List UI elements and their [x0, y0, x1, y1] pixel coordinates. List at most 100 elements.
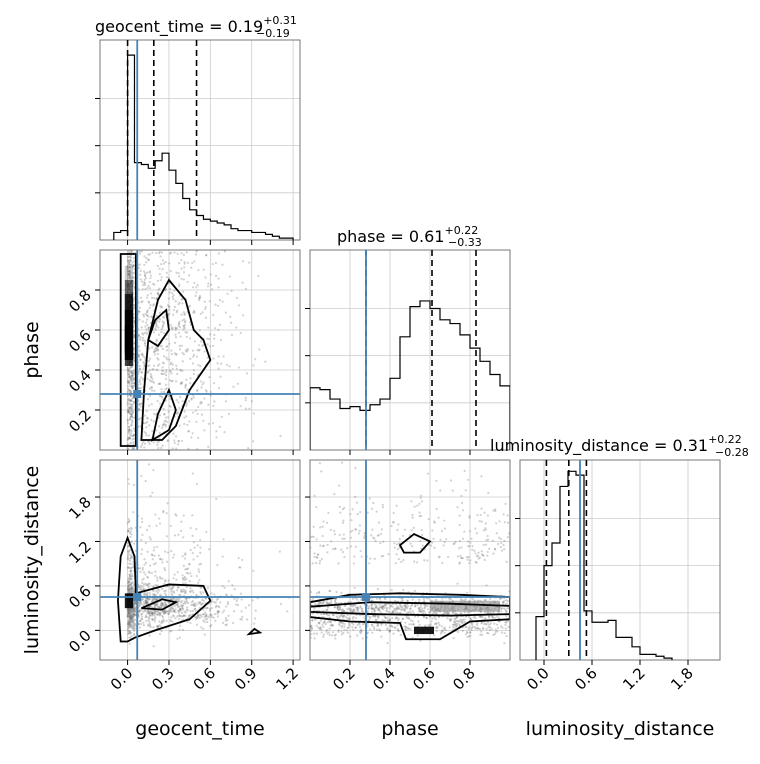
scatter-geocent_time-luminosity_distance-sample [128, 580, 131, 583]
scatter-geocent_time-phase-sample [173, 289, 176, 292]
scatter-geocent_time-luminosity_distance-sample [150, 611, 154, 615]
scatter-geocent_time-luminosity_distance-sample [143, 602, 147, 605]
scatter-geocent_time-luminosity_distance-sample [213, 613, 217, 616]
scatter-phase-luminosity_distance-sample [335, 601, 338, 605]
scatter-geocent_time-luminosity_distance-sample [128, 608, 131, 611]
scatter-geocent_time-luminosity_distance-sample [191, 599, 194, 603]
title-geocent_time: geocent_time = 0.19+0.31 [95, 14, 297, 37]
scatter-geocent_time-luminosity_distance-sample [231, 621, 235, 625]
scatter-phase-luminosity_distance-sample [405, 457, 407, 459]
scatter-phase-luminosity_distance-sample [363, 616, 366, 619]
scatter-geocent_time-luminosity_distance-sample [232, 610, 236, 613]
scatter-geocent_time-phase-sample [126, 390, 129, 394]
scatter-phase-luminosity_distance-sample [325, 608, 328, 612]
scatter-geocent_time-phase-sample [149, 276, 152, 280]
scatter-phase-luminosity_distance-sample [356, 606, 359, 609]
scatter-geocent_time-phase-sample [132, 369, 135, 372]
scatter-geocent_time-phase-sample [170, 327, 173, 330]
scatter-geocent_time-luminosity_distance-sample [205, 606, 208, 610]
scatter-geocent_time-luminosity_distance-sample [134, 613, 137, 617]
scatter-phase-luminosity_distance-sample [315, 556, 318, 559]
scatter-geocent_time-phase-sample [140, 280, 144, 283]
scatter-phase-luminosity_distance-sample [321, 623, 324, 626]
scatter-phase-luminosity_distance-sample [460, 546, 463, 549]
scatter-geocent_time-phase-sample [126, 265, 129, 268]
scatter-geocent_time-phase-sample [171, 326, 174, 329]
scatter-geocent_time-phase-sample [148, 347, 151, 350]
scatter-phase-luminosity_distance-sample [438, 555, 441, 558]
scatter-geocent_time-luminosity_distance-sample [152, 549, 155, 552]
scatter-geocent_time-phase-sample [157, 446, 160, 450]
scatter-phase-luminosity_distance-sample [412, 623, 415, 626]
scatter-geocent_time-phase-sample [196, 412, 199, 416]
scatter-phase-luminosity_distance-sample [435, 630, 438, 633]
scatter-phase-luminosity_distance-sample [360, 607, 363, 610]
scatter-geocent_time-phase-sample [152, 464, 154, 466]
scatter-geocent_time-luminosity_distance-sample [188, 563, 191, 566]
scatter-geocent_time-phase-sample [128, 430, 131, 434]
scatter-geocent_time-phase-sample [239, 331, 242, 334]
scatter-phase-luminosity_distance-sample [401, 617, 405, 621]
scatter-phase-luminosity_distance-sample [405, 616, 409, 620]
scatter-geocent_time-luminosity_distance-sample [140, 608, 143, 612]
scatter-phase-luminosity_distance-sample [482, 543, 485, 547]
scatter-geocent_time-luminosity_distance-sample [138, 626, 142, 629]
scatter-geocent_time-phase-sample [156, 264, 159, 267]
scatter-geocent_time-luminosity_distance-sample [152, 469, 155, 472]
scatter-geocent_time-luminosity_distance-sample [189, 587, 192, 590]
scatter-geocent_time-phase-sample [127, 429, 131, 432]
scatter-geocent_time-luminosity_distance-sample [159, 577, 162, 580]
scatter-geocent_time-luminosity_distance-sample [143, 609, 146, 612]
scatter-geocent_time-luminosity_distance-sample [170, 616, 173, 619]
scatter-geocent_time-luminosity_distance-sample [169, 620, 172, 623]
scatter-phase-luminosity_distance-sample [313, 606, 316, 609]
scatter-geocent_time-phase-sample [151, 377, 154, 380]
scatter-phase-luminosity_distance-sample [396, 607, 400, 610]
scatter-geocent_time-phase-sample [132, 378, 135, 382]
scatter-phase-luminosity_distance-sample [348, 624, 351, 627]
scatter-geocent_time-luminosity_distance-sample [127, 624, 131, 627]
scatter-phase-luminosity_distance-sample [454, 612, 457, 615]
scatter-geocent_time-luminosity_distance-sample [148, 571, 151, 574]
scatter-phase-luminosity_distance-sample [504, 621, 507, 624]
scatter-geocent_time-phase-sample [137, 386, 141, 390]
scatter-geocent_time-luminosity_distance-sample [185, 599, 188, 602]
scatter-geocent_time-phase-sample [180, 439, 184, 443]
scatter-phase-luminosity_distance-sample [402, 608, 405, 611]
scatter-geocent_time-phase-sample [219, 338, 223, 341]
scatter-geocent_time-phase-sample [158, 287, 161, 290]
hist-luminosity_distance-frame [519, 459, 721, 661]
scatter-phase-luminosity_distance-sample [310, 535, 314, 538]
scatter-geocent_time-luminosity_distance-sample [130, 621, 133, 624]
scatter-geocent_time-luminosity_distance-sample [128, 625, 131, 628]
scatter-geocent_time-luminosity_distance-contour-1 [141, 598, 179, 611]
scatter-geocent_time-luminosity_distance-sample [146, 601, 149, 604]
scatter-geocent_time-luminosity_distance-sample [132, 624, 135, 627]
scatter-geocent_time-phase-sample [132, 427, 136, 430]
scatter-phase-luminosity_distance-sample [449, 598, 452, 601]
scatter-geocent_time-luminosity_distance-sample [199, 546, 202, 549]
scatter-geocent_time-luminosity_distance-sample [127, 629, 130, 632]
scatter-phase-luminosity_distance-sample [338, 484, 341, 487]
scatter-geocent_time-luminosity_distance-sample [153, 593, 156, 597]
scatter-geocent_time-luminosity_distance-sample [128, 622, 131, 626]
scatter-geocent_time-luminosity_distance-sample [185, 597, 188, 600]
scatter-geocent_time-phase-sample [126, 369, 129, 372]
scatter-geocent_time-phase-sample [178, 275, 181, 278]
scatter-geocent_time-phase-contour-0 [119, 253, 137, 447]
scatter-geocent_time-phase-sample [129, 370, 133, 373]
scatter-geocent_time-phase-sample [137, 409, 141, 412]
scatter-geocent_time-phase-sample [156, 279, 159, 282]
scatter-geocent_time-luminosity_distance-sample [165, 611, 168, 614]
scatter-phase-luminosity_distance-sample [486, 631, 489, 635]
scatter-geocent_time-phase-sample [130, 399, 133, 403]
scatter-phase-luminosity_distance-sample [488, 628, 491, 631]
scatter-phase-luminosity_distance-sample [398, 542, 401, 545]
scatter-phase-luminosity_distance-sample [455, 612, 458, 615]
scatter-geocent_time-luminosity_distance-sample [144, 561, 148, 565]
scatter-phase-luminosity_distance-sample [326, 543, 329, 547]
scatter-geocent_time-luminosity_distance-sample [165, 512, 168, 515]
scatter-geocent_time-luminosity_distance-sample [166, 551, 169, 554]
scatter-phase-luminosity_distance-sample [310, 599, 314, 602]
scatter-geocent_time-phase-sample [140, 353, 144, 356]
